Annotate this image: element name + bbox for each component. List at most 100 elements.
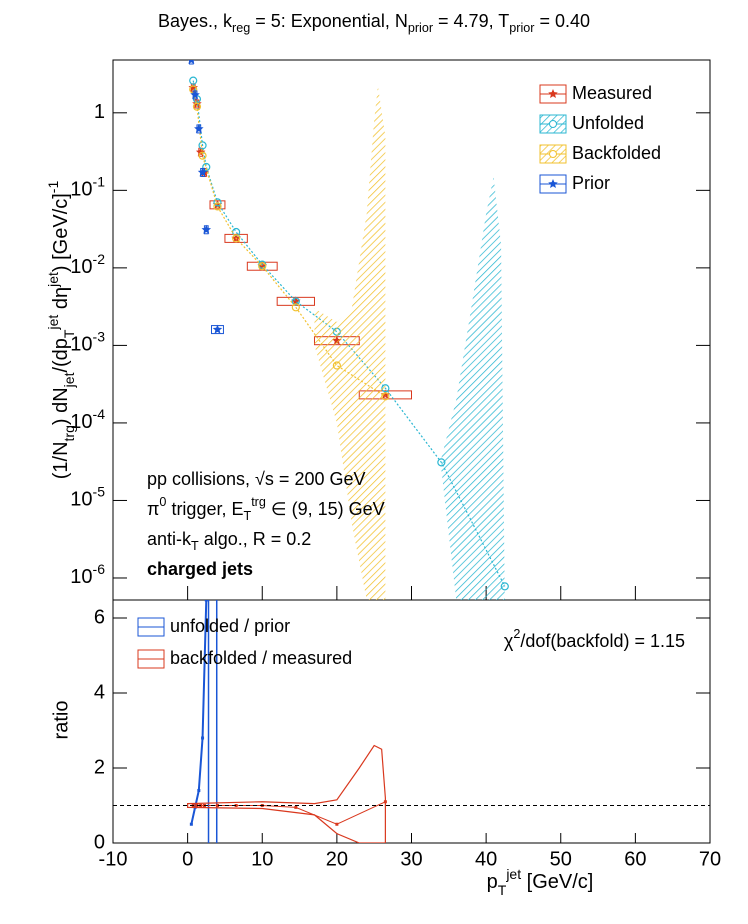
text-part: 2 [513,627,520,641]
point [188,60,195,65]
point [198,151,207,160]
tick-base: 10 [70,566,92,588]
point [234,804,238,807]
point [291,297,300,306]
text-part: reg [232,21,250,35]
x-tick-label: 70 [699,848,721,870]
text-part: χ [504,631,514,651]
x-tick-label: 30 [400,848,422,870]
tick-base: 10 [70,179,92,201]
legend-label: backfolded / measured [170,648,352,668]
point [195,804,199,807]
text-part: = 4.79, T [433,11,509,31]
error-box [188,60,194,65]
x-tick-label: 60 [624,848,646,870]
x-tick-label: 50 [550,848,572,870]
point [258,262,267,271]
y-tick-label: 1 [94,101,105,123]
point [437,458,446,467]
x-axis-label: pTjet [GeV/c] [487,866,594,898]
legend-marker [548,89,558,99]
legend-marker [549,120,557,128]
text-part: jet [61,372,77,388]
text-part: jet [45,315,61,331]
x-tick-label: 20 [326,848,348,870]
y-tick-label: 0 [94,831,105,853]
tick-exp: -4 [93,406,106,422]
point [291,296,301,306]
y-tick-label: 2 [94,756,105,778]
annotation: π0 trigger, ETtrg ∈ (9, 15) GeV [147,495,385,523]
point [381,392,390,401]
text-part: 0 [159,495,166,509]
point [383,800,387,804]
text-part: [GeV/c] [521,871,593,893]
y-tick-label: 10-1 [70,173,105,201]
text-part: T [191,539,199,553]
point [192,102,202,111]
point [213,198,222,207]
top-plot [188,60,509,600]
legend-marker [548,179,558,189]
text-part: p [487,871,498,893]
tick-base: 10 [70,334,92,356]
x-tick-label: 10 [251,848,273,870]
x-tick-label: 0 [182,848,193,870]
point [198,141,207,150]
point [332,361,341,370]
series-line [192,89,386,397]
text-part: prior [509,21,534,35]
point [189,76,198,85]
text-part: jet [505,866,521,882]
text-part: ) dN [50,387,72,425]
text-part: /dof(backfold) = 1.15 [520,631,685,651]
point [291,303,300,312]
point [500,582,509,591]
text-part: /(dp [50,338,72,372]
annotation: pp collisions, √s = 200 GeV [147,469,366,489]
tick-exp: -5 [93,483,106,499]
text-part: ) [GeV/c] [50,193,72,272]
x-tick-label: -10 [99,848,128,870]
legend-label: Unfolded [572,113,644,133]
point [335,822,339,826]
text-part: π [147,499,159,519]
text-part: Bayes., k [158,11,233,31]
legend-marker [549,150,557,158]
annotation: anti-kT algo., R = 0.2 [147,529,311,554]
x-tick-label: 40 [475,848,497,870]
tick-base: 10 [70,489,92,511]
point [232,234,241,243]
tick-exp: -3 [93,328,106,344]
point [201,736,205,740]
point [202,162,211,172]
y-axis-label: (1/Ntrg) dNjet/(dpTjet dηjet) [GeV/c]-1 [45,181,77,480]
y-tick-label: 10-6 [70,561,105,589]
point [197,167,208,177]
text-part: pp collisions, √s = 200 GeV [147,469,366,489]
tick-exp: -1 [93,173,106,189]
text-part: algo., R = 0.2 [199,529,312,549]
text-part: T [243,509,251,523]
point [195,147,206,157]
text-part: anti-k [147,529,192,549]
y-tick-label: 10-3 [70,328,105,356]
y-tick-label: 10-2 [70,251,105,279]
point [294,805,298,809]
point [194,123,204,133]
point [197,789,201,792]
point [215,804,219,807]
tick-exp: -6 [93,561,106,577]
tick-base: 10 [70,411,92,433]
point [189,822,193,826]
legend-label: unfolded / prior [170,616,290,636]
text-part: trg [251,495,266,509]
text-part: -1 [45,181,61,194]
error-band [314,86,386,600]
annotation: χ2/dof(backfold) = 1.15 [504,627,685,650]
y-tick-label: 4 [94,681,105,703]
tick-base: 10 [70,256,92,278]
point [201,224,212,234]
